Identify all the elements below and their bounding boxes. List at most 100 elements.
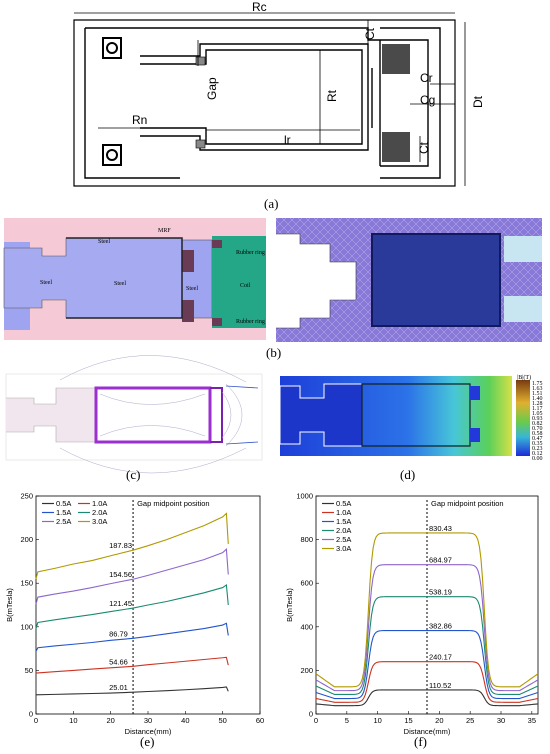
cb-val-7: 0.93 <box>532 416 543 422</box>
flux-lines-c <box>5 355 263 474</box>
label-steel-mid: Steel <box>40 280 52 286</box>
legend-label-2.0A: 2.0A <box>336 526 351 535</box>
legend-label-0.5A: 0.5A <box>56 499 71 508</box>
series-line-1.5A <box>315 629 539 700</box>
chart-e: 0 10 20 30 40 50 60 0 50 100 150 200 250 Distance(mm)… <box>5 492 264 737</box>
legend-label-1.0A: 1.0A <box>92 499 107 508</box>
y-tick-label: 800 <box>300 535 313 544</box>
data-label-2.5A: 154.56 <box>109 570 132 579</box>
x-tick-label: 15 <box>404 716 412 725</box>
label-rubber-top: Rubber ring <box>236 250 265 256</box>
series-line-0.5A <box>35 686 229 696</box>
caption-f: (f) <box>414 734 427 749</box>
y-tick-label: 0 <box>309 710 313 719</box>
cb-val-1: 1.63 <box>532 386 543 392</box>
legend-label-1.5A: 1.5A <box>56 508 71 517</box>
y-axis-label: B(mTesla) <box>285 588 294 622</box>
cb-val-9: 0.70 <box>532 426 543 432</box>
cb-val-10: 0.58 <box>532 431 543 437</box>
data-label-3.0A: 830.43 <box>429 524 452 533</box>
cb-val-3: 1.40 <box>532 396 543 402</box>
y-tick-label: 200 <box>20 535 33 544</box>
y-tick-label: 400 <box>300 622 313 631</box>
label-coil: Coil <box>240 283 251 289</box>
data-label-0.5A: 25.01 <box>109 683 128 692</box>
mesh-b <box>276 218 542 342</box>
x-tick-label: 10 <box>373 716 381 725</box>
x-axis-label: Distance(mm) <box>404 727 451 736</box>
label-dt: Dt <box>471 95 485 108</box>
data-label-0.5A: 110.52 <box>429 681 451 690</box>
y-tick-label: 600 <box>300 579 313 588</box>
data-label-3.0A: 187.83 <box>109 541 132 550</box>
x-tick-label: 60 <box>256 716 264 725</box>
data-label-1.0A: 54.66 <box>109 657 128 666</box>
y-tick-label: 0 <box>29 710 33 719</box>
label-rn: Rn <box>132 113 147 127</box>
series-line-2.0A <box>35 583 229 629</box>
colorbar-title: |B|(T) <box>517 374 531 381</box>
x-tick-label: 30 <box>144 716 152 725</box>
legend-label-2.5A: 2.5A <box>336 535 351 544</box>
cb-val-4: 1.28 <box>532 401 543 407</box>
cb-val-8: 0.82 <box>532 421 543 427</box>
label-rt: Rt <box>325 89 339 102</box>
data-label-1.5A: 86.79 <box>109 629 128 638</box>
data-label-1.5A: 382.86 <box>429 622 452 631</box>
field-map-d <box>279 376 530 456</box>
label-lr: lr <box>284 133 291 147</box>
schematic-a <box>73 19 456 187</box>
x-tick-label: 0 <box>34 716 38 725</box>
gap-midpoint-label: Gap midpoint position <box>137 499 210 508</box>
x-tick-label: 25 <box>466 716 474 725</box>
label-steel-core: Steel <box>114 281 126 287</box>
x-axis-label: Distance(mm) <box>125 727 172 736</box>
caption-a: (a) <box>264 196 278 211</box>
x-tick-label: 20 <box>106 716 114 725</box>
y-tick-label: 100 <box>20 622 33 631</box>
cb-val-11: 0.47 <box>532 436 543 442</box>
cb-val-0: 1.75 <box>532 381 543 387</box>
colorbar <box>516 380 530 456</box>
data-label-2.5A: 684.97 <box>429 556 452 565</box>
label-cg: Cg <box>420 93 435 107</box>
x-tick-label: 5 <box>345 716 349 725</box>
label-steel-top: Steel <box>98 239 110 245</box>
cb-val-12: 0.35 <box>532 441 543 447</box>
series-line-1.5A <box>35 622 229 652</box>
caption-c: (c) <box>126 467 140 482</box>
label-rubber-bottom: Rubber ring <box>236 319 265 325</box>
data-label-1.0A: 240.17 <box>429 653 452 662</box>
legend-label-0.5A: 0.5A <box>336 499 351 508</box>
series-line-2.0A <box>315 596 539 696</box>
x-tick-label: 30 <box>497 716 505 725</box>
y-tick-label: 200 <box>300 666 313 675</box>
cb-val-14: 0.12 <box>532 451 543 457</box>
coil-block-bottom <box>382 132 410 162</box>
caption-b: (b) <box>266 345 281 360</box>
cb-val-15: 0.00 <box>532 456 543 462</box>
cb-val-2: 1.51 <box>532 391 543 397</box>
label-mrf: MRF <box>158 228 171 234</box>
x-tick-label: 35 <box>528 716 536 725</box>
caption-d: (d) <box>400 467 415 482</box>
series-line-1.0A <box>35 656 229 674</box>
legend-label-2.5A: 2.5A <box>56 517 71 526</box>
chart-f: 0 5 10 15 20 25 30 35 0 200 400 600 800 1000 Distance(… <box>285 492 539 736</box>
x-tick-label: 20 <box>435 716 443 725</box>
x-tick-label: 50 <box>218 716 226 725</box>
x-tick-label: 10 <box>69 716 77 725</box>
legend-label-1.0A: 1.0A <box>336 508 351 517</box>
y-tick-label: 150 <box>20 579 33 588</box>
legend-label-2.0A: 2.0A <box>92 508 107 517</box>
x-tick-label: 40 <box>181 716 189 725</box>
label-rc: Rc <box>252 0 267 14</box>
label-steel-coil: Steel <box>186 286 198 292</box>
series-line-0.5A <box>315 689 539 707</box>
colorbar-labels: 1.75 1.63 1.51 1.40 1.28 1.17 1.05 0.93 … <box>532 381 543 462</box>
data-label-2.0A: 538.19 <box>429 588 452 597</box>
gap-midpoint-label: Gap midpoint position <box>431 499 504 508</box>
data-label-2.0A: 121.45 <box>109 599 132 608</box>
label-ct-bottom: Ct <box>417 141 431 154</box>
